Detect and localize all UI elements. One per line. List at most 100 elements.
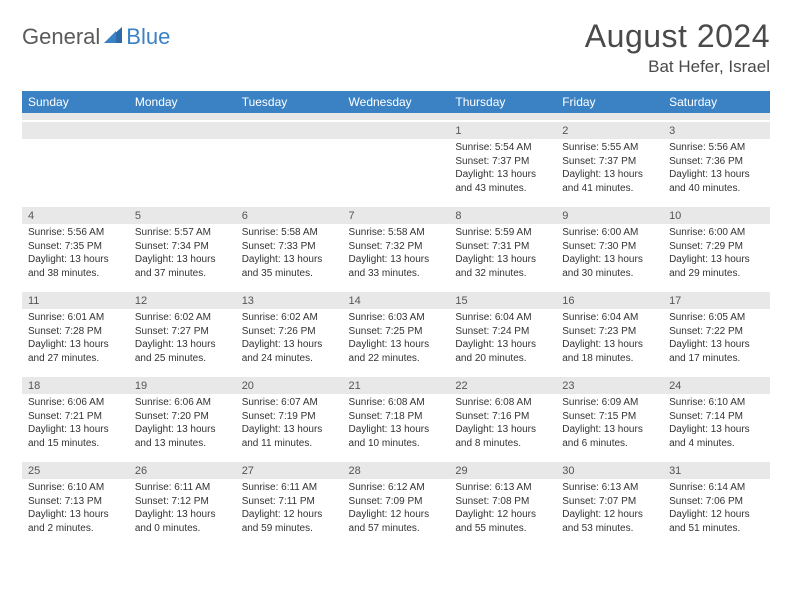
day-cell: Sunrise: 6:07 AMSunset: 7:19 PMDaylight:…: [236, 394, 343, 461]
day-number: 17: [663, 291, 770, 309]
day-number: 16: [556, 291, 663, 309]
day-number: 28: [343, 461, 450, 479]
sunset-text: Sunset: 7:29 PM: [669, 240, 764, 254]
sunset-text: Sunset: 7:28 PM: [28, 325, 123, 339]
sunset-text: Sunset: 7:33 PM: [242, 240, 337, 254]
daylight-text-2: and 55 minutes.: [455, 522, 550, 536]
daylight-text-2: and 37 minutes.: [135, 267, 230, 281]
sunrise-text: Sunrise: 6:05 AM: [669, 311, 764, 325]
month-title: August 2024: [585, 18, 770, 55]
daylight-text-2: and 20 minutes.: [455, 352, 550, 366]
daylight-text-1: Daylight: 12 hours: [242, 508, 337, 522]
sunset-text: Sunset: 7:30 PM: [562, 240, 657, 254]
sunset-text: Sunset: 7:37 PM: [562, 155, 657, 169]
daylight-text-2: and 33 minutes.: [349, 267, 444, 281]
col-monday: Monday: [129, 91, 236, 113]
day-cell: Sunrise: 6:03 AMSunset: 7:25 PMDaylight:…: [343, 309, 450, 376]
sunrise-text: Sunrise: 6:08 AM: [455, 396, 550, 410]
day-cell: Sunrise: 6:13 AMSunset: 7:08 PMDaylight:…: [449, 479, 556, 545]
day-cell: Sunrise: 5:56 AMSunset: 7:36 PMDaylight:…: [663, 139, 770, 206]
daylight-text-1: Daylight: 13 hours: [135, 508, 230, 522]
daylight-text-1: Daylight: 13 hours: [242, 253, 337, 267]
daylight-text-2: and 30 minutes.: [562, 267, 657, 281]
daynum-row: 11121314151617: [22, 291, 770, 309]
day-number: 1: [449, 121, 556, 139]
sunset-text: Sunset: 7:34 PM: [135, 240, 230, 254]
daylight-text-1: Daylight: 13 hours: [455, 338, 550, 352]
daylight-text-1: Daylight: 13 hours: [135, 253, 230, 267]
detail-row: Sunrise: 6:10 AMSunset: 7:13 PMDaylight:…: [22, 479, 770, 545]
day-number: 29: [449, 461, 556, 479]
col-thursday: Thursday: [449, 91, 556, 113]
daylight-text-1: Daylight: 12 hours: [562, 508, 657, 522]
day-number: 19: [129, 376, 236, 394]
sunrise-text: Sunrise: 6:12 AM: [349, 481, 444, 495]
sunset-text: Sunset: 7:25 PM: [349, 325, 444, 339]
day-cell: [236, 139, 343, 206]
calendar-header-row: Sunday Monday Tuesday Wednesday Thursday…: [22, 91, 770, 113]
day-number: 30: [556, 461, 663, 479]
day-number: 26: [129, 461, 236, 479]
day-cell: [343, 139, 450, 206]
sunset-text: Sunset: 7:37 PM: [455, 155, 550, 169]
day-number: 11: [22, 291, 129, 309]
day-number: 23: [556, 376, 663, 394]
day-number: 2: [556, 121, 663, 139]
logo-text-general: General: [22, 24, 100, 50]
daylight-text-1: Daylight: 13 hours: [669, 168, 764, 182]
daylight-text-1: Daylight: 13 hours: [669, 253, 764, 267]
day-number: 9: [556, 206, 663, 224]
sunrise-text: Sunrise: 6:13 AM: [562, 481, 657, 495]
day-cell: Sunrise: 6:04 AMSunset: 7:24 PMDaylight:…: [449, 309, 556, 376]
day-number: [236, 121, 343, 139]
detail-row: Sunrise: 5:54 AMSunset: 7:37 PMDaylight:…: [22, 139, 770, 206]
sunrise-text: Sunrise: 5:56 AM: [28, 226, 123, 240]
daylight-text-2: and 41 minutes.: [562, 182, 657, 196]
location: Bat Hefer, Israel: [585, 57, 770, 77]
sunrise-text: Sunrise: 5:54 AM: [455, 141, 550, 155]
day-cell: Sunrise: 5:59 AMSunset: 7:31 PMDaylight:…: [449, 224, 556, 291]
daylight-text-2: and 59 minutes.: [242, 522, 337, 536]
daylight-text-1: Daylight: 13 hours: [562, 253, 657, 267]
day-cell: Sunrise: 6:01 AMSunset: 7:28 PMDaylight:…: [22, 309, 129, 376]
day-cell: Sunrise: 6:02 AMSunset: 7:26 PMDaylight:…: [236, 309, 343, 376]
daylight-text-1: Daylight: 13 hours: [349, 338, 444, 352]
logo-text-blue: Blue: [126, 24, 170, 50]
day-cell: Sunrise: 5:58 AMSunset: 7:33 PMDaylight:…: [236, 224, 343, 291]
col-tuesday: Tuesday: [236, 91, 343, 113]
daylight-text-1: Daylight: 13 hours: [455, 423, 550, 437]
sunset-text: Sunset: 7:07 PM: [562, 495, 657, 509]
daylight-text-1: Daylight: 13 hours: [28, 423, 123, 437]
day-cell: Sunrise: 6:11 AMSunset: 7:11 PMDaylight:…: [236, 479, 343, 545]
day-cell: Sunrise: 6:08 AMSunset: 7:18 PMDaylight:…: [343, 394, 450, 461]
sunset-text: Sunset: 7:21 PM: [28, 410, 123, 424]
sunset-text: Sunset: 7:31 PM: [455, 240, 550, 254]
day-number: 20: [236, 376, 343, 394]
sunrise-text: Sunrise: 5:55 AM: [562, 141, 657, 155]
daylight-text-2: and 35 minutes.: [242, 267, 337, 281]
daynum-row: 18192021222324: [22, 376, 770, 394]
daylight-text-2: and 22 minutes.: [349, 352, 444, 366]
sunrise-text: Sunrise: 6:04 AM: [455, 311, 550, 325]
daylight-text-2: and 43 minutes.: [455, 182, 550, 196]
sunrise-text: Sunrise: 6:03 AM: [349, 311, 444, 325]
day-cell: Sunrise: 6:06 AMSunset: 7:21 PMDaylight:…: [22, 394, 129, 461]
sunrise-text: Sunrise: 6:10 AM: [28, 481, 123, 495]
daylight-text-2: and 8 minutes.: [455, 437, 550, 451]
day-cell: Sunrise: 6:04 AMSunset: 7:23 PMDaylight:…: [556, 309, 663, 376]
sunset-text: Sunset: 7:12 PM: [135, 495, 230, 509]
sunrise-text: Sunrise: 6:06 AM: [28, 396, 123, 410]
daylight-text-2: and 51 minutes.: [669, 522, 764, 536]
sunset-text: Sunset: 7:27 PM: [135, 325, 230, 339]
day-number: 18: [22, 376, 129, 394]
day-number: 4: [22, 206, 129, 224]
day-number: [343, 121, 450, 139]
daylight-text-1: Daylight: 13 hours: [562, 338, 657, 352]
sunset-text: Sunset: 7:19 PM: [242, 410, 337, 424]
sunset-text: Sunset: 7:14 PM: [669, 410, 764, 424]
day-cell: Sunrise: 5:57 AMSunset: 7:34 PMDaylight:…: [129, 224, 236, 291]
daylight-text-1: Daylight: 12 hours: [669, 508, 764, 522]
sunrise-text: Sunrise: 6:13 AM: [455, 481, 550, 495]
daylight-text-1: Daylight: 13 hours: [28, 508, 123, 522]
sunrise-text: Sunrise: 6:14 AM: [669, 481, 764, 495]
